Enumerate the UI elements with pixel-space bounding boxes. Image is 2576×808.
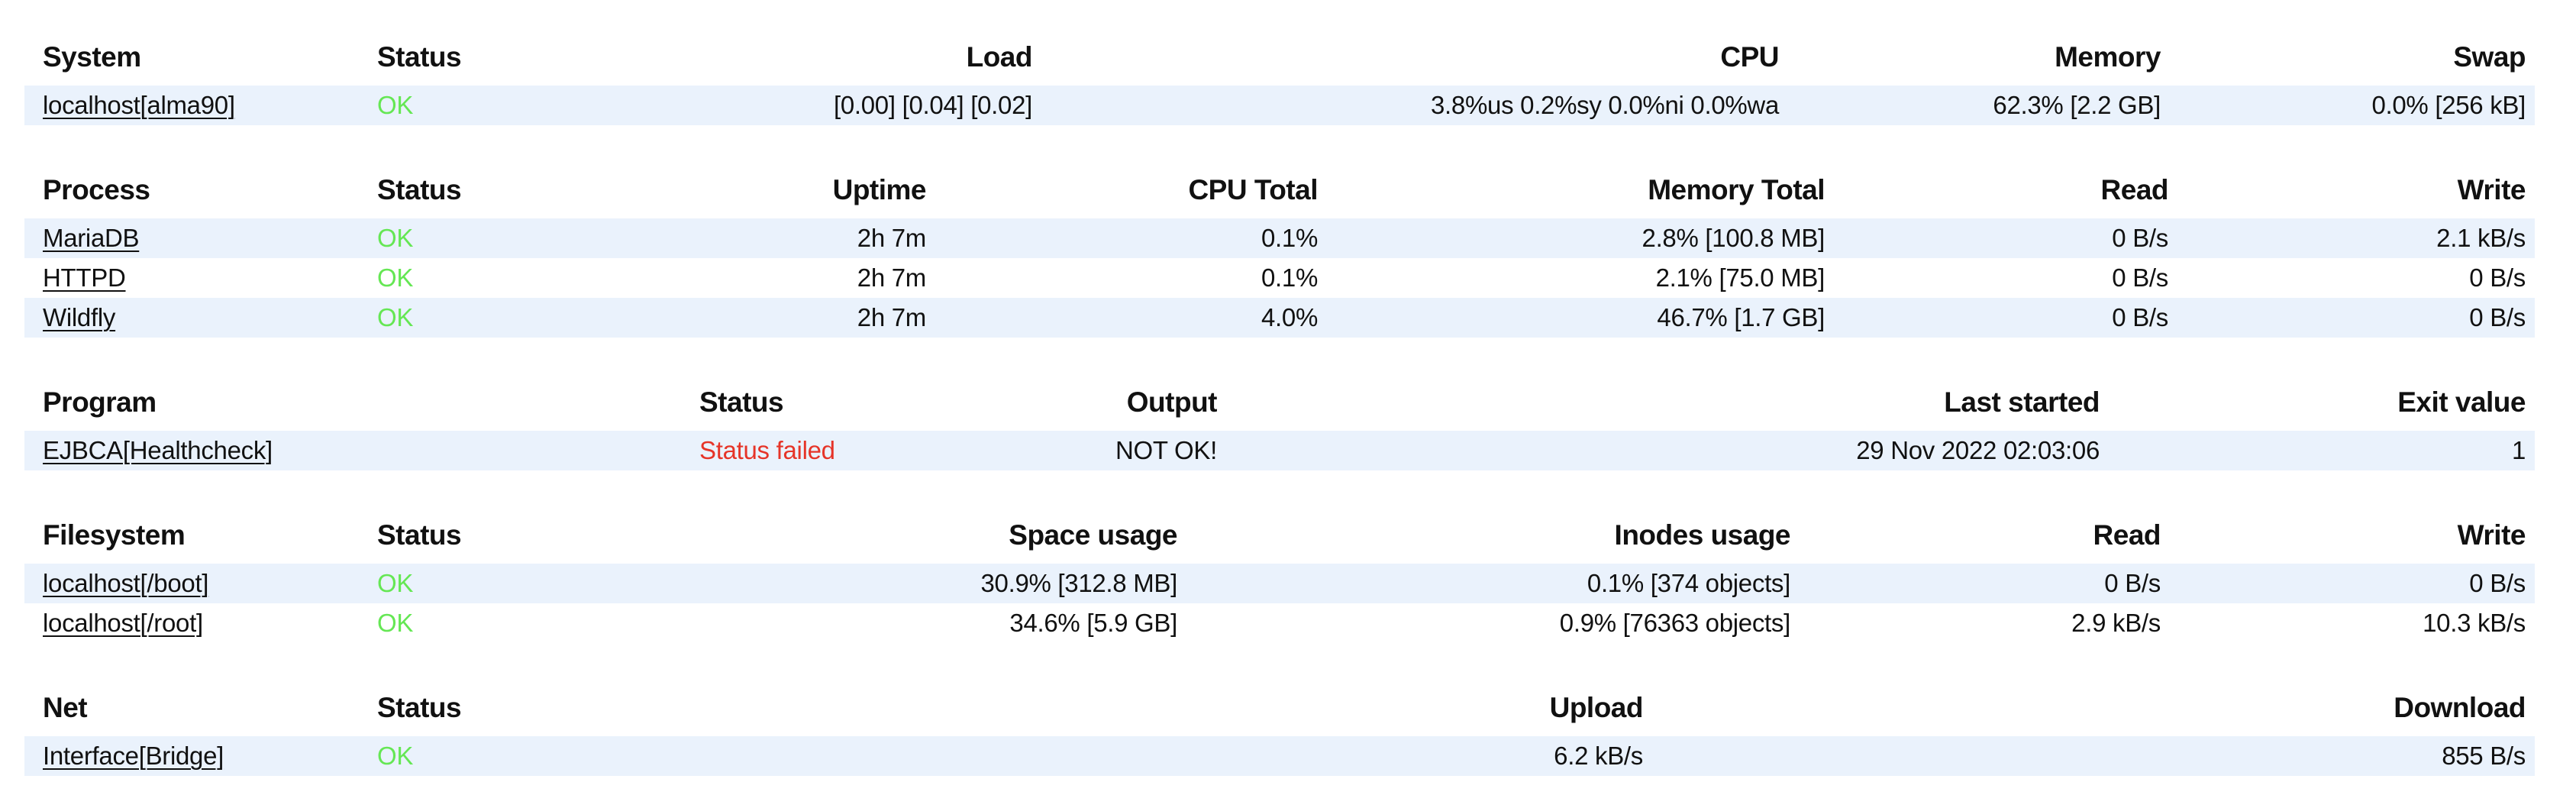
column-header-swap: Swap bbox=[2453, 41, 2526, 73]
service-link-httpd[interactable]: HTTPD bbox=[43, 263, 126, 292]
memory-total-value: 46.7% [1.7 GB] bbox=[1657, 303, 1825, 331]
upload-value: 6.2 kB/s bbox=[1554, 742, 1643, 770]
system-table: System Status Load CPU Memory Swap local… bbox=[24, 40, 2535, 125]
filesystem-header-row: Filesystem Status Space usage Inodes usa… bbox=[24, 518, 2535, 564]
column-header-status: Status bbox=[377, 174, 462, 205]
table-row: EJBCA[Healthcheck] Status failed NOT OK!… bbox=[24, 431, 2535, 470]
uptime-value: 2h 7m bbox=[857, 224, 927, 252]
status-badge: OK bbox=[377, 303, 414, 331]
process-table: Process Status Uptime CPU Total Memory T… bbox=[24, 173, 2535, 338]
table-row: MariaDB OK 2h 7m 0.1% 2.8% [100.8 MB] 0 … bbox=[24, 218, 2535, 258]
read-value: 0 B/s bbox=[2104, 569, 2161, 597]
inodes-usage-value: 0.1% [374 objects] bbox=[1587, 569, 1790, 597]
exit-value: 1 bbox=[2511, 436, 2526, 464]
space-usage-value: 30.9% [312.8 MB] bbox=[980, 569, 1177, 597]
cpu-total-value: 0.1% bbox=[1261, 224, 1318, 252]
write-value: 2.1 kB/s bbox=[2436, 224, 2526, 252]
read-value: 2.9 kB/s bbox=[2071, 609, 2161, 637]
column-header-write: Write bbox=[2457, 174, 2526, 205]
filesystem-table: Filesystem Status Space usage Inodes usa… bbox=[24, 518, 2535, 643]
column-header-inodes-usage: Inodes usage bbox=[1614, 519, 1791, 551]
process-header-row: Process Status Uptime CPU Total Memory T… bbox=[24, 173, 2535, 218]
service-link-localhost-root[interactable]: localhost[/root] bbox=[43, 609, 203, 637]
status-badge: OK bbox=[377, 569, 414, 597]
table-row: localhost[alma90] OK [0.00] [0.04] [0.02… bbox=[24, 86, 2535, 125]
column-header-uptime: Uptime bbox=[832, 174, 927, 205]
service-link-localhost-alma90[interactable]: localhost[alma90] bbox=[43, 91, 235, 119]
table-row: Interface[Bridge] OK 6.2 kB/s 855 B/s bbox=[24, 736, 2535, 776]
last-started-value: 29 Nov 2022 02:03:06 bbox=[1856, 436, 2100, 464]
column-header-status: Status bbox=[377, 692, 462, 723]
status-badge: OK bbox=[377, 91, 414, 119]
net-header-row: Net Status Upload Download bbox=[24, 690, 2535, 736]
column-header-process: Process bbox=[43, 174, 150, 205]
table-row: HTTPD OK 2h 7m 0.1% 2.1% [75.0 MB] 0 B/s… bbox=[24, 258, 2535, 298]
column-header-cpu: CPU bbox=[1720, 41, 1779, 73]
column-header-load: Load bbox=[966, 41, 1033, 73]
status-badge: OK bbox=[377, 263, 414, 292]
cpu-value: 3.8%us 0.2%sy 0.0%ni 0.0%wa bbox=[1431, 91, 1779, 119]
column-header-memory-total: Memory Total bbox=[1648, 174, 1825, 205]
memory-total-value: 2.8% [100.8 MB] bbox=[1641, 224, 1825, 252]
table-row: localhost[/boot] OK 30.9% [312.8 MB] 0.1… bbox=[24, 564, 2535, 603]
column-header-memory: Memory bbox=[2055, 41, 2161, 73]
column-header-read: Read bbox=[2093, 519, 2161, 551]
program-table: Program Status Output Last started Exit … bbox=[24, 385, 2535, 470]
column-header-net: Net bbox=[43, 692, 88, 723]
service-link-wildfly[interactable]: Wildfly bbox=[43, 303, 116, 331]
read-value: 0 B/s bbox=[2112, 263, 2168, 292]
load-value: [0.00] [0.04] [0.02] bbox=[833, 91, 1032, 119]
table-row: localhost[/root] OK 34.6% [5.9 GB] 0.9% … bbox=[24, 603, 2535, 643]
status-badge: OK bbox=[377, 224, 414, 252]
uptime-value: 2h 7m bbox=[857, 263, 927, 292]
inodes-usage-value: 0.9% [76363 objects] bbox=[1559, 609, 1791, 637]
write-value: 0 B/s bbox=[2469, 263, 2526, 292]
column-header-cpu-total: CPU Total bbox=[1188, 174, 1318, 205]
column-header-status: Status bbox=[699, 386, 784, 418]
column-header-status: Status bbox=[377, 41, 462, 73]
column-header-filesystem: Filesystem bbox=[43, 519, 186, 551]
read-value: 0 B/s bbox=[2112, 224, 2168, 252]
column-header-space-usage: Space usage bbox=[1009, 519, 1177, 551]
column-header-output: Output bbox=[1126, 386, 1218, 418]
column-header-download: Download bbox=[2394, 692, 2526, 723]
write-value: 10.3 kB/s bbox=[2423, 609, 2526, 637]
service-link-interface-bridge[interactable]: Interface[Bridge] bbox=[43, 742, 224, 770]
table-row: Wildfly OK 2h 7m 4.0% 46.7% [1.7 GB] 0 B… bbox=[24, 298, 2535, 338]
column-header-system: System bbox=[43, 41, 141, 73]
column-header-write: Write bbox=[2457, 519, 2526, 551]
swap-value: 0.0% [256 kB] bbox=[2371, 91, 2526, 119]
column-header-last-started: Last started bbox=[1944, 386, 2100, 418]
system-header-row: System Status Load CPU Memory Swap bbox=[24, 40, 2535, 86]
status-badge: OK bbox=[377, 609, 414, 637]
service-link-mariadb[interactable]: MariaDB bbox=[43, 224, 140, 252]
net-table: Net Status Upload Download Interface[Bri… bbox=[24, 690, 2535, 776]
column-header-exit-value: Exit value bbox=[2397, 386, 2526, 418]
column-header-program: Program bbox=[43, 386, 157, 418]
write-value: 0 B/s bbox=[2469, 303, 2526, 331]
service-link-ejbca-healthcheck[interactable]: EJBCA[Healthcheck] bbox=[43, 436, 273, 464]
column-header-read: Read bbox=[2100, 174, 2169, 205]
column-header-status: Status bbox=[377, 519, 462, 551]
memory-total-value: 2.1% [75.0 MB] bbox=[1655, 263, 1825, 292]
service-link-localhost-boot[interactable]: localhost[/boot] bbox=[43, 569, 209, 597]
status-badge: Status failed bbox=[699, 436, 835, 464]
cpu-total-value: 4.0% bbox=[1261, 303, 1318, 331]
column-header-upload: Upload bbox=[1549, 692, 1644, 723]
memory-value: 62.3% [2.2 GB] bbox=[1993, 91, 2161, 119]
cpu-total-value: 0.1% bbox=[1261, 263, 1318, 292]
space-usage-value: 34.6% [5.9 GB] bbox=[1009, 609, 1177, 637]
write-value: 0 B/s bbox=[2469, 569, 2526, 597]
program-header-row: Program Status Output Last started Exit … bbox=[24, 385, 2535, 431]
uptime-value: 2h 7m bbox=[857, 303, 927, 331]
status-badge: OK bbox=[377, 742, 414, 770]
download-value: 855 B/s bbox=[2442, 742, 2526, 770]
read-value: 0 B/s bbox=[2112, 303, 2168, 331]
output-value: NOT OK! bbox=[1115, 436, 1217, 464]
